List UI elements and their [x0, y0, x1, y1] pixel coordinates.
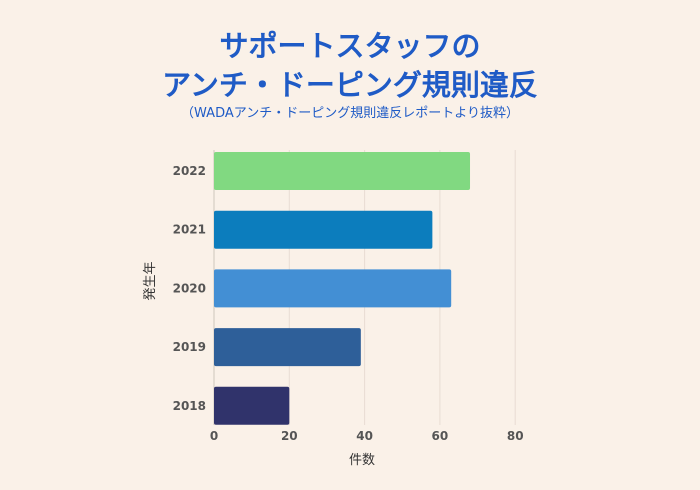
chart-title-line-2: アンチ・ドーピング規則違反 [162, 68, 538, 102]
x-tick-label: 40 [356, 429, 373, 443]
x-tick-label: 0 [210, 429, 218, 443]
y-tick-label: 2019 [173, 340, 206, 354]
x-tick-label: 60 [432, 429, 449, 443]
bar-2019 [214, 328, 361, 367]
y-tick-label: 2020 [173, 281, 206, 295]
x-tick-label: 20 [281, 429, 298, 443]
chart-subtitle: （WADAアンチ・ドーピング規則違反レポートより抜粋） [181, 105, 519, 121]
bar-2021 [214, 210, 433, 249]
bar-2020 [214, 269, 452, 308]
x-tick-label: 80 [507, 429, 524, 443]
y-tick-label: 2022 [173, 164, 206, 178]
y-tick-label: 2021 [173, 223, 206, 237]
y-tick-label: 2018 [173, 399, 206, 413]
y-axis-label: 発生年 [143, 261, 158, 300]
x-axis-label: 件数 [349, 453, 375, 468]
chart-title-line-1: サポートスタッフの [219, 29, 480, 63]
bar-2022 [214, 152, 471, 190]
bar-2018 [214, 386, 290, 425]
